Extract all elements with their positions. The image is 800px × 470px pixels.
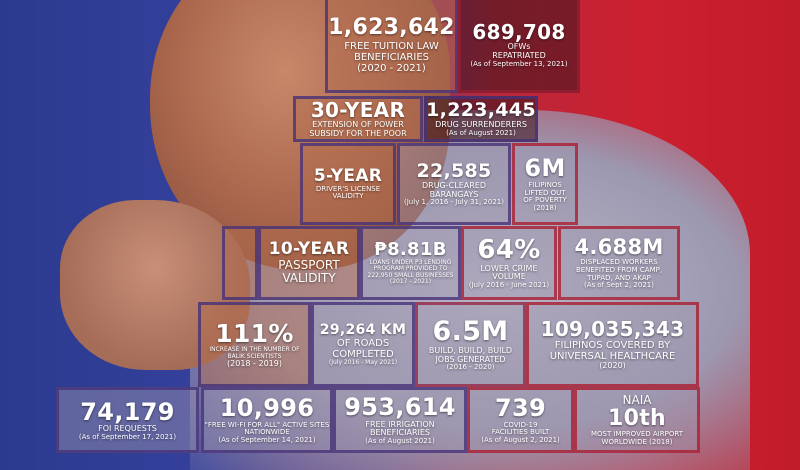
stat-passport: 10-YEAR PASSPORT VALIDITY (258, 226, 360, 300)
stat-value: 6.5M (432, 316, 509, 348)
stat-prefix: NAIA (622, 392, 652, 407)
stat-poverty: 6M FILIPINOS LIFTED OUT OF POVERTY (2018… (512, 143, 578, 225)
stat-crime-volume: 64% LOWER CRIME VOLUME (July 2016 - June… (461, 226, 557, 300)
stat-label: MOST IMPROVED AIRPORT WORLDWIDE (2018) (591, 430, 683, 446)
stat-power-subsidy: 30-YEAR EXTENSION OF POWER SUBSIDY FOR T… (293, 96, 423, 142)
stat-value: 22,585 (416, 159, 492, 182)
stat-ofws: 689,708 OFWs REPATRIATED (As of Septembe… (458, 0, 580, 93)
stat-covid-facilities: 739 COVID-19 FACILITIES BUILT (As of Aug… (467, 387, 574, 453)
stat-note: (July 1, 2016 - July 31, 2021) (404, 198, 504, 207)
stat-label: DRUG-CLEARED BARANGAYS (421, 180, 486, 199)
stat-label: FREE TUITION LAW BENEFICIARIES (344, 40, 439, 63)
stat-roads: 29,264 KM OF ROADS COMPLETED (July 2016 … (311, 302, 415, 387)
stat-foi-requests: 74,179 FOI REQUESTS (As of September 17,… (56, 387, 199, 453)
stat-label: BUILD, BUILD, BUILD JOBS GENERATED (428, 345, 513, 364)
stat-note: (As of August 2021) (446, 129, 516, 137)
stat-label: EXTENSION OF POWER SUBSIDY FOR THE POOR (309, 120, 407, 138)
stat-note: (2017 - 2021) (389, 278, 432, 286)
stat-label: INCREASE IN THE NUMBER OF BALIK SCIENTIS… (209, 346, 300, 360)
stat-note: (2020) (599, 361, 626, 371)
stat-universal-healthcare: 109,035,343 FILIPINOS COVERED BY UNIVERS… (526, 302, 699, 387)
stat-value: 6M (524, 154, 566, 183)
stat-balik-scientists: 111% INCREASE IN THE NUMBER OF BALIK SCI… (198, 302, 311, 387)
stat-value: 10-YEAR (268, 239, 350, 260)
stat-displaced-workers: 4.688M DISPLACED WORKERS BENEFITED FROM … (558, 226, 680, 300)
stat-note: (2016 - 2020) (446, 363, 495, 372)
stat-note: (As of August 2, 2021) (481, 436, 560, 445)
stat-value: 111% (215, 318, 294, 348)
stat-note: (2018) (533, 203, 557, 212)
stat-note: (As of September 13, 2021) (470, 59, 568, 68)
stat-bbb-jobs: 6.5M BUILD, BUILD, BUILD JOBS GENERATED … (415, 302, 526, 387)
stat-value: 109,035,343 (540, 317, 685, 342)
stat-free-tuition: 1,623,642 FREE TUITION LAW BENEFICIARIES… (325, 0, 458, 93)
stat-label: DISPLACED WORKERS BENEFITED FROM CAMP, T… (575, 258, 663, 282)
stat-label: PASSPORT VALIDITY (278, 258, 340, 286)
stat-value: 10,996 (219, 394, 315, 423)
stat-label: FREE IRRIGATION BENEFICIARIES (365, 419, 435, 438)
stat-value: 953,614 (344, 393, 456, 422)
stat-label: DRIVER'S LICENSE VALIDITY (315, 184, 381, 201)
stat-note: (2020 - 2021) (357, 62, 426, 74)
stat-value: 29,264 KM (319, 321, 407, 338)
stat-note: (2018 - 2019) (227, 359, 282, 369)
stat-p3-loans: ₱8.81B LOANS UNDER P3 LENDING PROGRAM PR… (360, 226, 461, 300)
stat-free-wifi: 10,996 "FREE WI-FI FOR ALL" ACTIVE SITES… (201, 387, 333, 453)
stat-value: 30-YEAR (310, 98, 406, 123)
stat-value: 64% (477, 235, 541, 266)
stat-label: LOWER CRIME VOLUME (480, 263, 538, 282)
stat-note: (As of September 17, 2021) (78, 432, 177, 441)
stat-note: (As of August 2021) (365, 437, 435, 446)
stat-note: (As of Sept 2, 2021) (584, 281, 654, 290)
stat-label: COVID-19 FACILITIES BUILT (491, 420, 550, 437)
stat-label: LOANS UNDER P3 LENDING PROGRAM PROVIDED … (367, 258, 454, 279)
stat-value: 4.688M (574, 235, 664, 260)
stat-value: 739 (495, 394, 546, 423)
stat-value: 10th (608, 405, 666, 431)
stat-drug-surrenderers: 1,223,445 DRUG SURRENDERERS (As of Augus… (424, 96, 538, 142)
stat-label: "FREE WI-FI FOR ALL" ACTIVE SITES NATION… (204, 420, 330, 437)
stat-note: (As of September 14, 2021) (218, 436, 316, 445)
stat-naia-airport: NAIA 10th MOST IMPROVED AIRPORT WORLDWID… (574, 387, 700, 453)
stat-drug-cleared-barangays: 22,585 DRUG-CLEARED BARANGAYS (July 1, 2… (397, 143, 511, 225)
stat-label: FILIPINOS LIFTED OUT OF POVERTY (523, 180, 567, 205)
stat-value: 1,223,445 (426, 99, 536, 122)
stat-value: 1,623,642 (328, 15, 455, 41)
stat-drivers-license: 5-YEAR DRIVER'S LICENSE VALIDITY (300, 143, 396, 225)
stat-value: ₱8.81B (374, 238, 447, 260)
stat-label: OF ROADS COMPLETED (332, 337, 394, 360)
stat-label: OFWs REPATRIATED (492, 42, 546, 61)
stat-note: (July 2016 - May 2021) (328, 358, 398, 366)
stat-label: FOI REQUESTS (98, 423, 157, 433)
stat-label: DRUG SURRENDERERS (435, 120, 527, 130)
stat-value: 689,708 (472, 20, 566, 45)
stat-note: (July 2016 - June 2021) (468, 281, 550, 290)
stat-value: 74,179 (80, 397, 175, 426)
stat-value: 5-YEAR (313, 165, 383, 186)
stat-free-irrigation: 953,614 FREE IRRIGATION BENEFICIARIES (A… (333, 387, 467, 453)
decor-tile (222, 226, 258, 300)
stat-label: FILIPINOS COVERED BY UNIVERSAL HEALTHCAR… (549, 340, 676, 363)
